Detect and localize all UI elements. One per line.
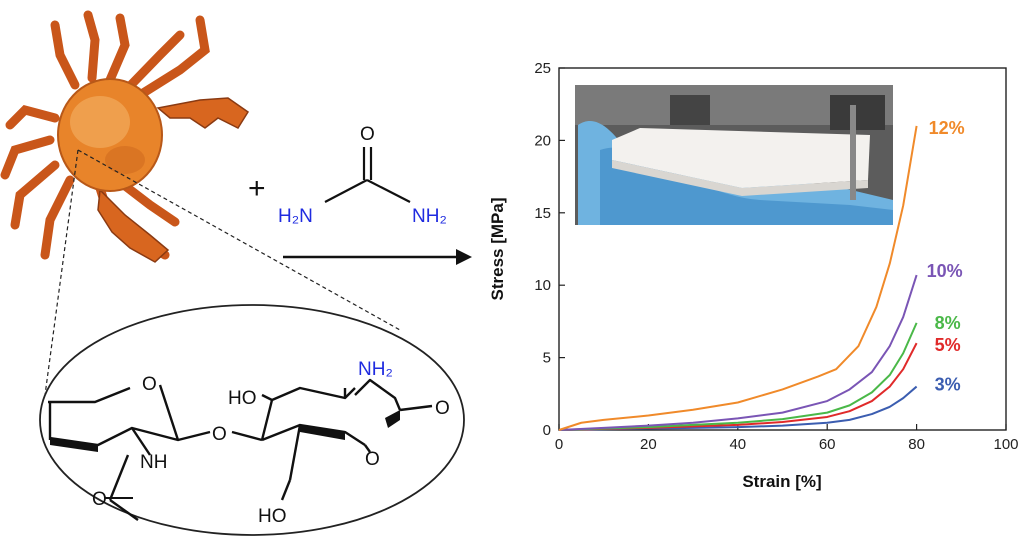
series-label-8pct: 8% — [935, 313, 961, 333]
series-label-12pct: 12% — [929, 118, 965, 138]
series-lines — [558, 125, 918, 431]
y-tick-label: 5 — [543, 350, 551, 367]
urea-o-label: O — [360, 124, 375, 145]
y-tick-label: 25 — [534, 60, 551, 77]
x-tick-label: 40 — [729, 436, 746, 453]
reaction-arrow — [283, 249, 472, 265]
urea-nh2-label: NH₂ — [412, 206, 447, 227]
inset-photo — [575, 85, 893, 225]
x-tick-label: 100 — [993, 436, 1018, 453]
label-nh: NH — [140, 452, 167, 473]
urea-h2n-label: H₂N — [278, 206, 313, 227]
y-axis-title: Stress [MPa] — [488, 198, 507, 301]
series-label-3pct: 3% — [935, 375, 961, 395]
stress-strain-chart: 0 20 40 60 80 100 0 5 10 15 20 25 3% 5%8% 10% 12% Stra… — [488, 60, 1019, 491]
chitosan-structure: O NH O HO NH₂ O O HO O — [39, 304, 465, 536]
plus-sign: + — [248, 172, 266, 205]
series-label-10pct: 10% — [927, 261, 963, 281]
crab-illustration — [0, 10, 250, 263]
urea-reagent: + O H₂N NH₂ — [248, 124, 447, 227]
series-label-5pct: 5% — [935, 335, 961, 355]
x-tick-label: 80 — [908, 436, 925, 453]
label-ho-bottom: HO — [258, 506, 287, 527]
y-tick-label: 10 — [534, 277, 551, 294]
x-tick-label: 60 — [819, 436, 836, 453]
label-o-ring-right: O — [365, 449, 380, 470]
label-nh2: NH₂ — [358, 359, 393, 380]
zoom-ellipse — [39, 304, 465, 536]
y-tick-label: 15 — [534, 205, 551, 222]
series-line-10pct — [558, 274, 918, 431]
x-axis-title: Strain [%] — [742, 472, 821, 491]
label-o-ring-left: O — [142, 374, 157, 395]
y-tick-label: 20 — [534, 132, 551, 149]
label-o-bridge: O — [212, 424, 227, 445]
series-line-8pct — [558, 322, 918, 431]
x-tick-label: 20 — [640, 436, 657, 453]
series-labels: 3% 5%8% 10% 12% — [927, 118, 965, 395]
label-ho-top: HO — [228, 388, 257, 409]
x-tick-label: 0 — [555, 436, 563, 453]
y-tick-label: 0 — [543, 422, 551, 439]
plot-frame — [558, 67, 1007, 431]
label-o-end: O — [435, 398, 450, 419]
label-o-carbonyl: O — [92, 489, 107, 510]
series-line-12pct — [558, 125, 918, 431]
zoom-lines — [44, 149, 401, 396]
